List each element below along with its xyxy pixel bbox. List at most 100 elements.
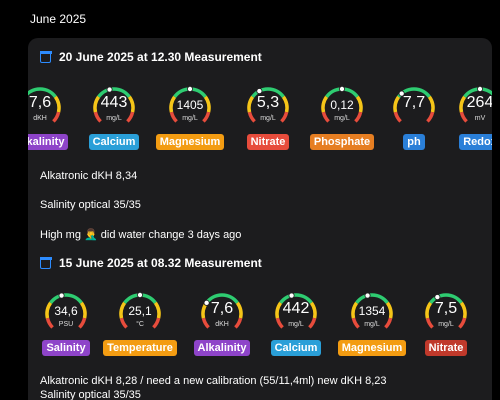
gauge-unit: mV <box>474 115 486 122</box>
gauge-ring <box>93 86 135 123</box>
gauge-ring <box>45 292 87 329</box>
gauge-segment <box>384 317 393 329</box>
gauge-ring <box>275 292 317 329</box>
measurement-card-1[interactable]: 20 June 2025 at 12.30 Measurement 7,6 dKH… <box>28 38 492 250</box>
gauge-segment <box>201 317 210 329</box>
note-line: High mg 🤦‍♂️ did water change 3 days ago <box>40 229 242 241</box>
gauge-marker <box>434 294 441 301</box>
gauge-unit: mg/L <box>334 115 350 122</box>
gauge-marker <box>186 86 193 92</box>
gauge-ring <box>351 292 393 329</box>
gauge-value: 7,6 <box>210 300 234 317</box>
gauge-segment <box>93 95 101 113</box>
gauge-segment <box>152 317 161 329</box>
gauge-unit: °C <box>136 321 144 328</box>
parameter-label: Phosphate <box>309 134 375 150</box>
gauge-segment <box>354 111 363 123</box>
note-line: Alkatronic dKH 8,28 / need a new calibra… <box>40 375 387 387</box>
gauge-segment <box>321 111 330 123</box>
gauge-segment <box>119 317 128 329</box>
gauge-segment <box>97 87 131 98</box>
gauge-redox[interactable]: 264 mV Redox <box>440 86 492 150</box>
measurement-header: 20 June 2025 at 12.30 Measurement <box>39 50 262 64</box>
gauge-ring <box>459 86 492 123</box>
gauge-marker <box>106 86 113 93</box>
gauge-salinity[interactable]: 34,6 PSU Salinity <box>28 292 106 356</box>
parameter-label: Alkalinity <box>28 134 69 150</box>
gauge-segment <box>351 317 360 329</box>
gauge-temperature[interactable]: 25,1 °C Temperature <box>100 292 180 356</box>
parameter-label: Temperature <box>103 340 177 356</box>
gauge-unit: PSU <box>58 321 74 328</box>
gauge-segment <box>308 317 317 329</box>
parameter-label: Magnesium <box>337 340 407 356</box>
gauge-ring <box>393 87 435 123</box>
gauge-value: 25,1 <box>128 304 152 318</box>
gauge-segment <box>127 95 135 113</box>
month-header: June 2025 <box>30 12 87 26</box>
gauge-value: 1405 <box>176 98 204 112</box>
gauge-segment <box>251 87 285 98</box>
gauge-unit: dKH <box>33 115 47 122</box>
gauge-segment <box>355 95 363 113</box>
parameter-label: Calcium <box>88 134 140 150</box>
note-line: Alkatronic dKH 8,34 <box>40 170 138 182</box>
gauge-ring <box>28 87 61 123</box>
gauge-marker <box>476 86 483 92</box>
gauge-segment <box>425 317 434 329</box>
gauge-segment <box>78 317 87 329</box>
measurement-card-2[interactable]: 15 June 2025 at 08.32 Measurement 34,6 PS… <box>28 250 492 400</box>
gauge-value: 264 <box>466 94 492 111</box>
parameter-label: ph <box>403 134 425 150</box>
gauge-ring <box>169 86 211 123</box>
parameter-label: Salinity <box>42 340 90 356</box>
gauge-ph[interactable]: 7,7 ph <box>374 86 454 150</box>
gauge-segment <box>393 111 402 123</box>
gauge-ring <box>119 292 161 329</box>
gauge-calcium[interactable]: 442 mg/L Calcium <box>256 292 336 356</box>
gauge-value: 7,6 <box>28 94 52 111</box>
gauge-segment <box>425 301 433 319</box>
gauge-segment <box>458 317 467 329</box>
gauge-nitrate[interactable]: 5,3 mg/L Nitrate <box>228 86 308 150</box>
gauge-magnesium[interactable]: 1405 mg/L Magnesium <box>150 86 230 150</box>
gauge-phosphate[interactable]: 0,12 mg/L Phosphate <box>302 86 382 150</box>
gauge-value: 443 <box>100 94 128 111</box>
parameter-label: Magnesium <box>155 134 225 150</box>
gauge-marker <box>288 292 295 299</box>
gauge-segment <box>153 301 161 319</box>
gauge-segment <box>459 111 468 123</box>
gauge-value: 5,3 <box>256 94 280 111</box>
gauge-nitrate[interactable]: 7,5 mg/L Nitrate <box>406 292 486 356</box>
gauge-segment <box>275 317 284 329</box>
gauge-segment <box>385 301 393 319</box>
gauge-alkalinity[interactable]: 7,6 dKH Alkalinity <box>182 292 262 356</box>
gauge-value: 7,7 <box>402 94 426 111</box>
measurement-title: 15 June 2025 at 08.32 Measurement <box>59 256 262 270</box>
gauge-row: 34,6 PSU Salinity 25,1 °C Temperature 7,6 dKH Al… <box>28 292 492 382</box>
gauge-segment <box>205 293 239 304</box>
gauge-calcium[interactable]: 443 mg/L Calcium <box>74 86 154 150</box>
gauge-unit: mg/L <box>260 115 276 122</box>
gauge-segment <box>275 301 283 319</box>
gauge-segment <box>203 95 211 113</box>
gauge-unit: mg/L <box>288 321 304 328</box>
gauge-segment <box>79 301 87 319</box>
gauge-value: 34,6 <box>54 304 78 318</box>
gauge-segment <box>235 301 243 319</box>
gauge-segment <box>28 87 57 98</box>
gauge-magnesium[interactable]: 1354 mg/L Magnesium <box>332 292 412 356</box>
gauge-segment <box>93 111 102 123</box>
gauge-segment <box>459 95 467 113</box>
gauge-unit: mg/L <box>364 321 380 328</box>
parameter-label: Redox <box>459 134 492 150</box>
parameter-label: Alkalinity <box>193 340 251 356</box>
calendar-icon <box>39 51 52 63</box>
gauge-segment <box>126 111 135 123</box>
measurement-title: 20 June 2025 at 12.30 Measurement <box>59 50 262 64</box>
gauge-alkalinity[interactable]: 7,6 dKH Alkalinity <box>28 86 80 150</box>
gauge-marker <box>203 299 210 306</box>
gauge-marker <box>136 292 143 298</box>
measurement-header: 15 June 2025 at 08.32 Measurement <box>39 256 262 270</box>
gauge-segment <box>321 95 329 113</box>
